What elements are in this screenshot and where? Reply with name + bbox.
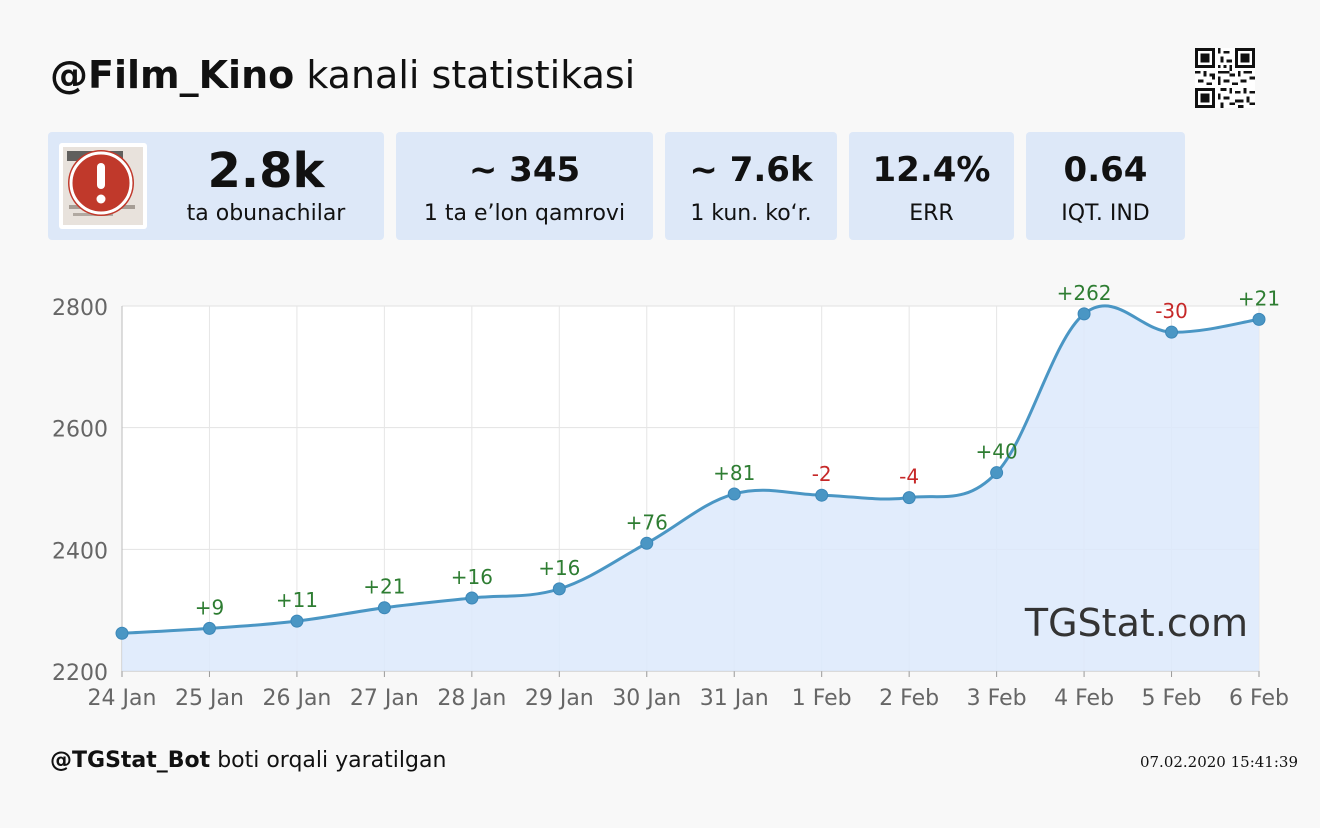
data-point (815, 488, 829, 502)
data-point (1165, 325, 1179, 339)
citation-index-value: 0.64 (1063, 150, 1148, 190)
bot-handle[interactable]: @TGStat_Bot (50, 748, 211, 773)
delta-label: +16 (538, 556, 580, 580)
reach-value: ~ 345 (468, 150, 581, 190)
data-point (377, 601, 391, 615)
err-value: 12.4% (872, 150, 991, 190)
citation-index-card: 0.64 IQT. IND (1026, 132, 1185, 240)
daily-views-value: ~ 7.6k (689, 150, 813, 190)
data-point (552, 582, 566, 596)
y-tick-label: 2600 (52, 418, 108, 443)
data-point (640, 536, 654, 550)
x-tick-label: 31 Jan (700, 686, 769, 711)
daily-views-label: 1 kun. ko‘r. (690, 201, 812, 226)
delta-label: +21 (363, 575, 405, 599)
watermark: TGStat.com (1024, 601, 1248, 645)
x-tick-label: 26 Jan (262, 686, 331, 711)
x-tick-label: 24 Jan (88, 686, 157, 711)
err-label: ERR (909, 201, 954, 226)
daily-views-card: ~ 7.6k 1 kun. ko‘r. (665, 132, 837, 240)
delta-label: +9 (195, 595, 224, 619)
reach-card: ~ 345 1 ta e’lon qamrovi (396, 132, 653, 240)
x-tick-label: 4 Feb (1054, 686, 1114, 711)
series-area (122, 305, 1259, 671)
series-line (121, 304, 1260, 635)
citation-index-label: IQT. IND (1061, 201, 1150, 226)
y-tick-label: 2400 (52, 539, 108, 564)
qr-code-icon (1195, 48, 1255, 108)
page-title: @Film_Kino kanali statistikasi (50, 50, 635, 100)
data-point (990, 466, 1004, 480)
data-point (465, 591, 479, 605)
data-point (115, 626, 129, 640)
delta-label: -2 (812, 462, 832, 486)
x-tick-label: 29 Jan (525, 686, 594, 711)
reach-label: 1 ta e’lon qamrovi (423, 201, 626, 226)
y-tick-label: 2800 (52, 296, 108, 321)
x-tick-label: 1 Feb (792, 686, 852, 711)
data-point (1252, 312, 1266, 326)
x-tick-label: 27 Jan (350, 686, 419, 711)
avatar (59, 143, 147, 229)
x-tick-label: 2 Feb (879, 686, 939, 711)
footer-created-via: boti orqali yaratilgan (217, 748, 447, 773)
delta-label: -30 (1155, 299, 1188, 323)
data-point (290, 614, 304, 628)
footer-timestamp: 07.02.2020 15:41:39 (1139, 753, 1298, 771)
x-tick-label: 30 Jan (612, 686, 681, 711)
data-point (202, 621, 216, 635)
delta-label: +262 (1057, 281, 1112, 305)
delta-label: +16 (451, 565, 493, 589)
x-tick-label: 3 Feb (967, 686, 1027, 711)
delta-label: +21 (1238, 286, 1280, 310)
x-tick-label: 6 Feb (1229, 686, 1289, 711)
exclamation-alert-icon (68, 150, 134, 216)
x-tick-label: 28 Jan (437, 686, 506, 711)
y-tick-label: 2200 (52, 661, 108, 686)
title-suffix: kanali statistikasi (306, 53, 636, 97)
x-tick-label: 25 Jan (175, 686, 244, 711)
delta-label: +11 (276, 588, 318, 612)
channel-handle[interactable]: @Film_Kino (50, 53, 295, 97)
delta-label: +76 (626, 510, 668, 534)
subscribers-value: 2.8k (207, 143, 325, 199)
delta-label: +81 (713, 461, 755, 485)
data-point (1077, 307, 1091, 321)
subscribers-label: ta obunachilar (186, 201, 346, 226)
footer-credit: @TGStat_Bot boti orqali yaratilgan (50, 746, 446, 776)
data-point (902, 491, 916, 505)
delta-label: +40 (976, 440, 1018, 464)
err-card: 12.4% ERR (849, 132, 1014, 240)
delta-label: -4 (899, 465, 919, 489)
data-point (727, 487, 741, 501)
x-tick-label: 5 Feb (1142, 686, 1202, 711)
